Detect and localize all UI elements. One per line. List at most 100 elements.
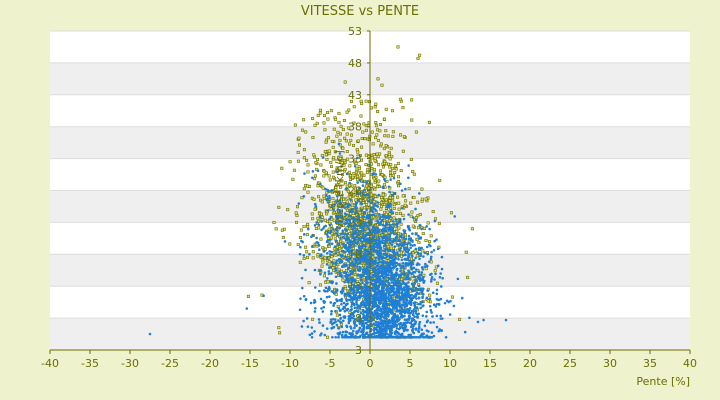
data-point [407, 213, 410, 216]
data-point [379, 222, 382, 226]
data-point [431, 210, 435, 214]
data-point [388, 171, 392, 175]
data-point [396, 314, 399, 317]
data-point [296, 243, 300, 247]
data-point [391, 298, 395, 302]
data-point [297, 136, 301, 140]
data-point [330, 189, 334, 192]
data-point [380, 252, 383, 256]
data-point [336, 248, 339, 252]
data-point [338, 223, 342, 227]
data-point [433, 269, 437, 273]
data-point [322, 174, 326, 178]
data-point [298, 252, 302, 256]
data-point [411, 313, 415, 317]
data-point [397, 275, 401, 279]
data-point [341, 217, 345, 221]
data-point [351, 210, 354, 214]
data-point [337, 220, 340, 224]
data-point [417, 277, 421, 281]
data-point [302, 194, 306, 198]
data-point [336, 234, 340, 237]
data-point [373, 239, 376, 242]
data-point [391, 229, 395, 233]
data-point [319, 297, 323, 301]
data-point [389, 232, 392, 235]
data-point [391, 335, 395, 339]
data-point [358, 261, 362, 265]
data-point [318, 111, 322, 115]
data-point [409, 201, 413, 205]
data-point [352, 219, 355, 223]
data-point [303, 172, 306, 175]
data-point [383, 177, 386, 181]
data-point [381, 224, 385, 227]
data-point [378, 129, 382, 133]
data-point [328, 178, 332, 182]
data-point [373, 194, 377, 198]
data-point [366, 303, 369, 306]
data-point [333, 150, 337, 154]
data-point [392, 232, 396, 236]
data-point [437, 221, 441, 225]
x-tick-label: 20 [523, 357, 537, 370]
data-point [421, 296, 424, 300]
data-point [330, 322, 334, 326]
data-point [417, 329, 420, 333]
data-point [407, 335, 410, 338]
data-point [317, 243, 321, 247]
data-point [329, 253, 332, 256]
data-point [373, 203, 376, 207]
data-point [348, 142, 352, 146]
data-point [366, 298, 370, 301]
x-tick-label: -30 [121, 357, 139, 370]
data-point [335, 313, 339, 317]
data-point [417, 284, 421, 288]
data-point [382, 304, 385, 308]
data-point [361, 328, 364, 332]
data-point [394, 167, 398, 171]
data-point [391, 310, 394, 314]
data-point [376, 311, 379, 315]
data-point [375, 133, 379, 137]
data-point [373, 159, 377, 163]
data-point [439, 314, 443, 318]
data-point [414, 247, 418, 251]
data-point [306, 190, 310, 194]
data-point [373, 105, 377, 109]
data-point [311, 217, 315, 221]
data-point [310, 212, 314, 216]
data-point [327, 285, 331, 289]
data-point [318, 283, 322, 287]
data-point [323, 225, 326, 228]
data-point [414, 279, 418, 283]
data-point [349, 257, 352, 261]
data-point [320, 228, 323, 232]
data-point [312, 197, 316, 201]
data-point [408, 312, 412, 315]
data-point [302, 256, 306, 260]
data-point [388, 190, 391, 194]
data-point [323, 271, 327, 275]
data-point [347, 126, 351, 130]
data-point [327, 260, 331, 264]
data-point [384, 129, 388, 133]
data-point [338, 132, 342, 136]
data-point [435, 281, 439, 285]
data-point [322, 194, 326, 198]
data-point [392, 313, 395, 317]
data-point [306, 163, 310, 167]
data-point [372, 168, 376, 172]
data-point [350, 272, 353, 275]
data-point [437, 302, 441, 306]
data-point [379, 281, 383, 284]
data-point [338, 226, 341, 230]
data-point [311, 250, 315, 254]
data-point [382, 307, 386, 311]
data-point [311, 245, 314, 248]
data-point [395, 261, 399, 265]
data-point [435, 302, 439, 306]
data-point [352, 283, 355, 287]
data-point [335, 298, 338, 301]
data-point [380, 294, 384, 298]
